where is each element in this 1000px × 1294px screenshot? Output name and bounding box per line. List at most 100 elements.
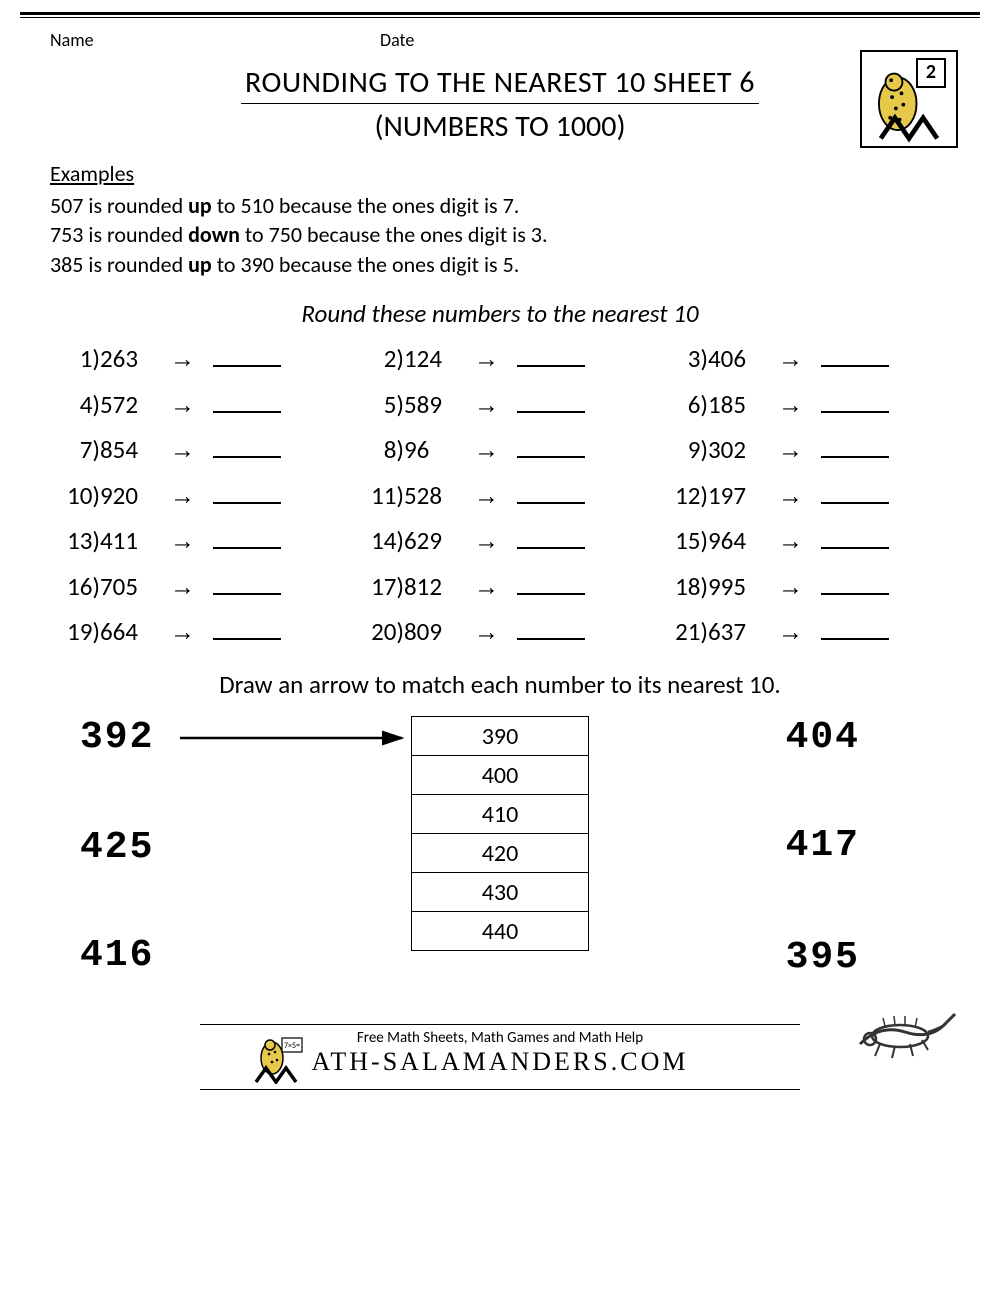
answer-blank[interactable] <box>213 525 281 550</box>
answer-blank[interactable] <box>517 616 585 641</box>
problem-number: 7) <box>54 434 100 465</box>
match-source-number: 392 <box>80 716 154 759</box>
problem-value: 411 <box>100 525 156 556</box>
arrow-icon: → <box>474 527 499 556</box>
answer-blank[interactable] <box>821 343 889 368</box>
problem-value: 920 <box>100 480 156 511</box>
problem-value: 572 <box>100 389 156 420</box>
title-block: ROUNDING TO THE NEAREST 10 SHEET 6 (NUMB… <box>0 54 1000 151</box>
header-row: Name Date <box>0 26 1000 54</box>
problem-value: 664 <box>100 616 156 647</box>
problem-number: 2) <box>358 343 404 374</box>
answer-blank[interactable] <box>517 388 585 413</box>
problem-value: 809 <box>404 616 460 647</box>
examples-heading: Examples <box>50 159 950 189</box>
problem-value: 995 <box>708 571 764 602</box>
problem-value: 629 <box>404 525 460 556</box>
arrow-icon: → <box>170 573 195 602</box>
arrow-icon: → <box>474 391 499 420</box>
problem-item: 20) 809→ <box>358 616 662 648</box>
answer-blank[interactable] <box>517 434 585 459</box>
arrow-icon: → <box>474 345 499 374</box>
problem-number: 11) <box>358 480 404 511</box>
target-cell: 410 <box>412 795 589 834</box>
answer-blank[interactable] <box>821 479 889 504</box>
problem-number: 13) <box>54 525 100 556</box>
answer-blank[interactable] <box>517 479 585 504</box>
instruction-2: Draw an arrow to match each number to it… <box>0 669 1000 700</box>
problem-value: 964 <box>708 525 764 556</box>
problem-item: 2) 124→ <box>358 343 662 375</box>
name-label: Name <box>50 29 94 51</box>
lizard-icon <box>850 994 960 1078</box>
answer-blank[interactable] <box>821 616 889 641</box>
example-line: 385 is rounded up to 390 because the one… <box>50 250 950 280</box>
problem-value: 705 <box>100 571 156 602</box>
problem-number: 17) <box>358 571 404 602</box>
arrow-icon: → <box>170 482 195 511</box>
problem-number: 3) <box>662 343 708 374</box>
matching-area: 392425416 390400410420430440 404417395 <box>50 716 950 1016</box>
problem-number: 19) <box>54 616 100 647</box>
arrow-icon: → <box>778 391 803 420</box>
answer-blank[interactable] <box>821 570 889 595</box>
match-source-number: 395 <box>786 936 860 979</box>
problem-value: 812 <box>404 571 460 602</box>
target-cell: 420 <box>412 834 589 873</box>
problem-item: 11) 528→ <box>358 479 662 511</box>
arrow-icon: → <box>170 436 195 465</box>
target-cell: 430 <box>412 873 589 912</box>
problem-item: 1) 263→ <box>54 343 358 375</box>
problem-number: 20) <box>358 616 404 647</box>
problem-number: 5) <box>358 389 404 420</box>
answer-blank[interactable] <box>517 343 585 368</box>
problem-value: 854 <box>100 434 156 465</box>
answer-blank[interactable] <box>213 479 281 504</box>
worksheet-page: Name Date 2 ROUNDING TO THE NEAREST 10 S… <box>0 12 1000 1090</box>
arrow-icon: → <box>170 618 195 647</box>
problem-number: 15) <box>662 525 708 556</box>
arrow-icon: → <box>474 573 499 602</box>
problem-item: 3) 406→ <box>662 343 966 375</box>
grade-badge: 2 <box>916 58 946 88</box>
problem-item: 4) 572→ <box>54 388 358 420</box>
problem-item: 8) 96→ <box>358 434 662 466</box>
answer-blank[interactable] <box>213 570 281 595</box>
arrow-icon: → <box>170 527 195 556</box>
top-rule-thick <box>20 12 980 15</box>
answer-blank[interactable] <box>517 570 585 595</box>
problem-value: 589 <box>404 389 460 420</box>
answer-blank[interactable] <box>213 388 281 413</box>
grade-logo-box: 2 <box>860 50 958 148</box>
problem-item: 17) 812 → <box>358 570 662 602</box>
problem-number: 16) <box>54 571 100 602</box>
date-label: Date <box>380 29 414 51</box>
answer-blank[interactable] <box>213 616 281 641</box>
answer-blank[interactable] <box>517 525 585 550</box>
target-cell: 440 <box>412 912 589 951</box>
answer-blank[interactable] <box>213 434 281 459</box>
arrow-icon: → <box>778 618 803 647</box>
answer-blank[interactable] <box>821 388 889 413</box>
problem-number: 14) <box>358 525 404 556</box>
problem-item: 14) 629 → <box>358 525 662 557</box>
problem-item: 5) 589 → <box>358 388 662 420</box>
problem-item: 12) 197→ <box>662 479 966 511</box>
problem-value: 406 <box>708 343 764 374</box>
footer-logo-icon: 7×5= <box>250 1030 310 1089</box>
problem-item: 7) 854 → <box>54 434 358 466</box>
examples-section: Examples 507 is rounded up to 510 becaus… <box>0 151 1000 284</box>
arrow-icon: → <box>778 573 803 602</box>
problem-item: 18) 995→ <box>662 570 966 602</box>
answer-blank[interactable] <box>821 525 889 550</box>
problem-number: 21) <box>662 616 708 647</box>
problem-item: 21) 637→ <box>662 616 966 648</box>
arrow-icon: → <box>778 436 803 465</box>
svg-text:7×5=: 7×5= <box>284 1041 300 1051</box>
problem-value: 96 <box>404 434 460 465</box>
problem-item: 9) 302→ <box>662 434 966 466</box>
problem-value: 302 <box>708 434 764 465</box>
answer-blank[interactable] <box>821 434 889 459</box>
match-source-number: 416 <box>80 934 154 977</box>
answer-blank[interactable] <box>213 343 281 368</box>
